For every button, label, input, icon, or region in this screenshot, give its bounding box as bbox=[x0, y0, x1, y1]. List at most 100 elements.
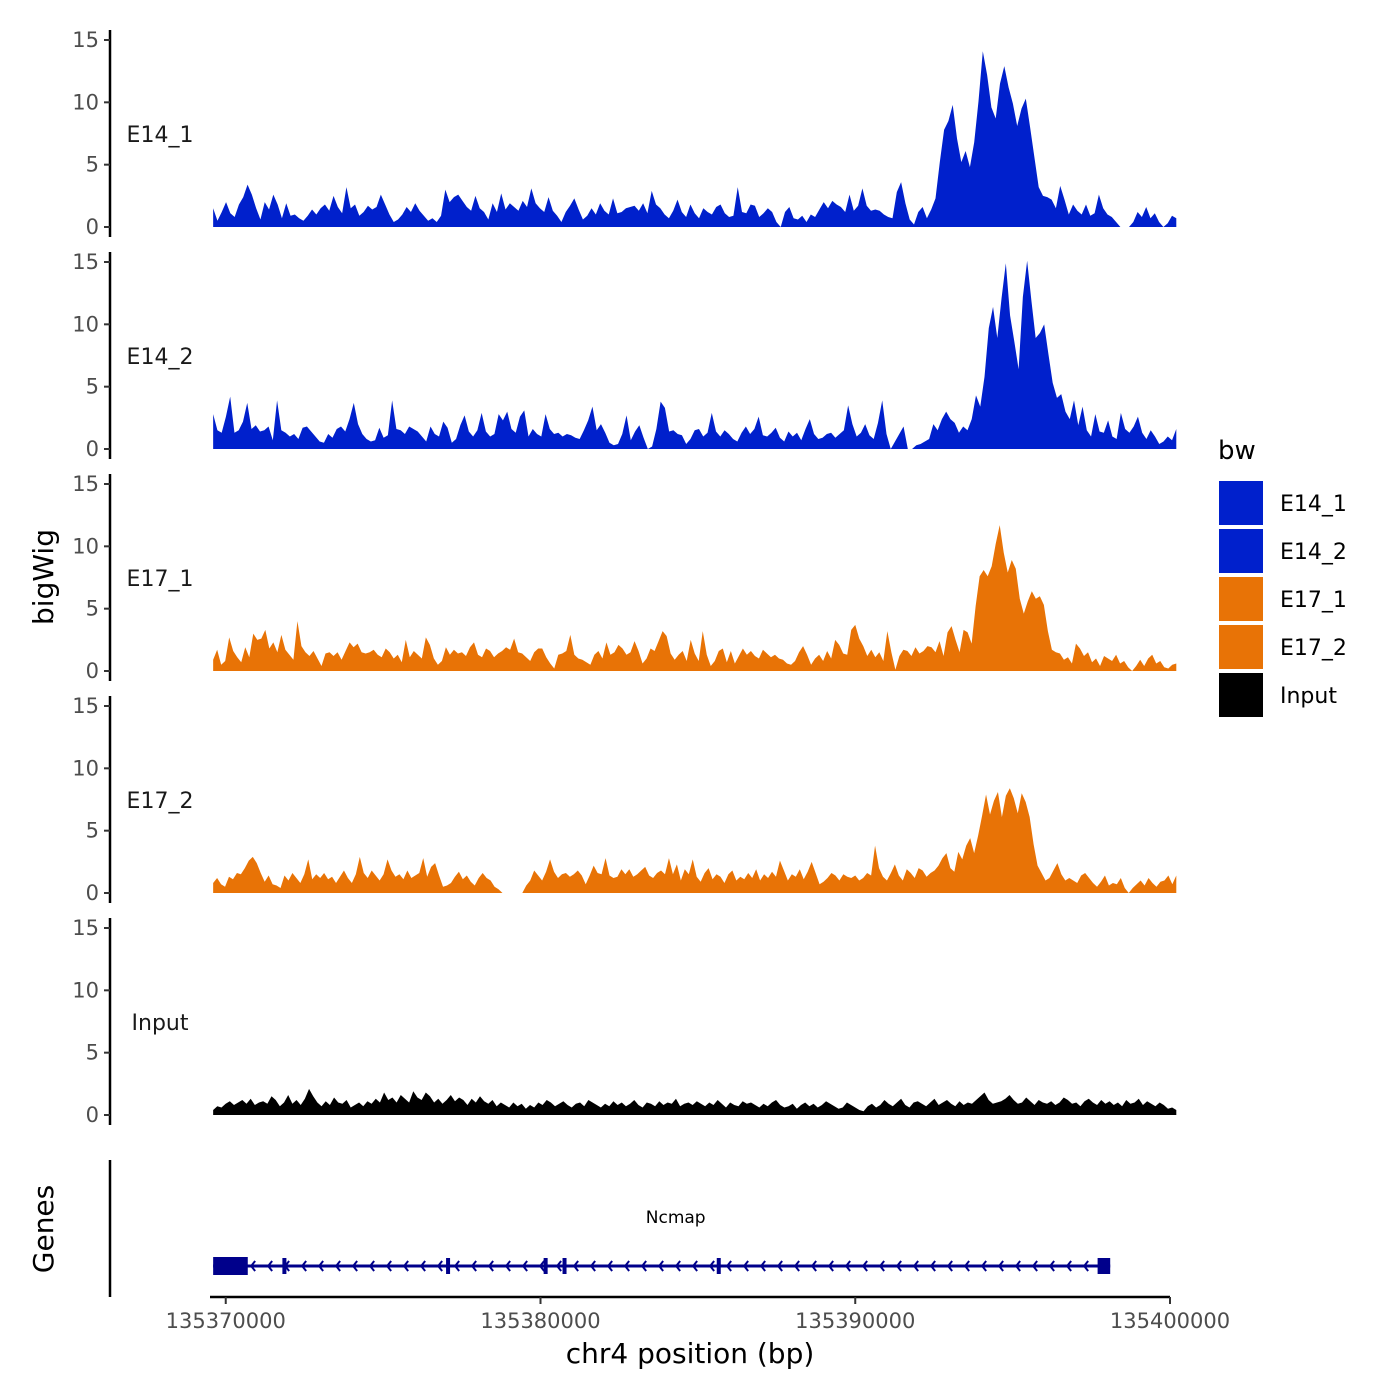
strand-arrow bbox=[504, 1260, 511, 1272]
legend-key bbox=[1217, 671, 1265, 719]
exon-block bbox=[213, 1257, 248, 1275]
legend-key bbox=[1217, 479, 1265, 527]
strand-arrow bbox=[555, 1260, 562, 1272]
strand-arrow bbox=[776, 1260, 783, 1272]
strand-arrow bbox=[810, 1260, 817, 1272]
strand-arrow bbox=[266, 1260, 273, 1272]
gene-name-label: Ncmap bbox=[646, 1208, 706, 1228]
transcript-Ncmap: Ncmap bbox=[213, 1208, 1111, 1275]
y-tick-label: 10 bbox=[72, 312, 99, 336]
strand-arrow bbox=[691, 1260, 698, 1272]
y-tick-label: 0 bbox=[86, 437, 99, 461]
strand-arrow bbox=[402, 1260, 409, 1272]
gene-track: Ncmap bbox=[108, 1160, 1111, 1297]
strand-arrow bbox=[623, 1260, 630, 1272]
strand-arrow bbox=[487, 1260, 494, 1272]
y-tick-label: 15 bbox=[72, 472, 99, 496]
strand-arrow bbox=[878, 1260, 885, 1272]
strand-arrow bbox=[317, 1260, 324, 1272]
strand-arrow bbox=[419, 1260, 426, 1272]
strand-arrow bbox=[725, 1260, 732, 1272]
legend-label: E17_2 bbox=[1280, 636, 1347, 661]
x-tick-label: 135380000 bbox=[480, 1309, 600, 1333]
track-label: Input bbox=[132, 1011, 189, 1036]
y-tick-label: 10 bbox=[72, 756, 99, 780]
strand-arrow bbox=[640, 1260, 647, 1272]
x-tick-label: 135370000 bbox=[166, 1309, 286, 1333]
track-E14_2: 0 5 10 15 E14_2 bbox=[72, 250, 1177, 461]
y-tick-label: 15 bbox=[72, 28, 99, 52]
track-label: E17_2 bbox=[127, 789, 194, 814]
strand-arrow bbox=[963, 1260, 970, 1272]
coverage-tracks: 0 5 10 15 E14_1 0 5 10 15 E14_2 0 5 10 15 E17_1 0 5 10 15 E… bbox=[72, 28, 1177, 1127]
strand-arrow bbox=[334, 1260, 341, 1272]
strand-arrow bbox=[572, 1260, 579, 1272]
x-axis-title: chr4 position (bp) bbox=[566, 1337, 815, 1370]
y-tick-label: 15 bbox=[72, 694, 99, 718]
strand-arrow bbox=[351, 1260, 358, 1272]
x-tick-label: 135400000 bbox=[1110, 1309, 1230, 1333]
strand-arrow bbox=[1065, 1260, 1072, 1272]
strand-arrow bbox=[861, 1260, 868, 1272]
y-tick-label: 0 bbox=[86, 659, 99, 683]
track-E17_2: 0 5 10 15 E17_2 bbox=[72, 694, 1177, 905]
strand-arrow bbox=[827, 1260, 834, 1272]
exon-block bbox=[562, 1258, 567, 1274]
strand-arrow bbox=[1014, 1260, 1021, 1272]
y-tick-label: 15 bbox=[72, 250, 99, 274]
exon-block bbox=[1097, 1258, 1111, 1274]
x-axis: 135370000 135380000 135390000 135400000 bbox=[166, 1295, 1230, 1333]
legend-label: E14_2 bbox=[1280, 540, 1347, 565]
strand-arrow bbox=[929, 1260, 936, 1272]
track-label: E14_1 bbox=[127, 123, 194, 148]
strand-arrow bbox=[300, 1260, 307, 1272]
strand-arrow bbox=[1082, 1260, 1089, 1272]
y-tick-label: 0 bbox=[86, 881, 99, 905]
strand-arrow bbox=[249, 1260, 256, 1272]
legend-key bbox=[1217, 527, 1265, 575]
exon-block bbox=[282, 1258, 287, 1274]
strand-arrow bbox=[589, 1260, 596, 1272]
legend-label: Input bbox=[1280, 684, 1337, 709]
strand-arrow bbox=[470, 1260, 477, 1272]
strand-arrow bbox=[436, 1260, 443, 1272]
strand-arrow bbox=[980, 1260, 987, 1272]
legend-key bbox=[1217, 623, 1265, 671]
y-tick-label: 0 bbox=[86, 1103, 99, 1127]
y-tick-label: 0 bbox=[86, 215, 99, 239]
coverage-area-E17_1 bbox=[213, 525, 1177, 671]
legend-title: bw bbox=[1218, 436, 1256, 466]
strand-arrow bbox=[912, 1260, 919, 1272]
strand-arrow bbox=[538, 1260, 545, 1272]
y-tick-label: 5 bbox=[86, 819, 99, 843]
strand-arrow bbox=[368, 1260, 375, 1272]
coverage-area-E14_1 bbox=[213, 51, 1177, 227]
y-tick-label: 10 bbox=[72, 90, 99, 114]
strand-arrow bbox=[521, 1260, 528, 1272]
coverage-area-E14_2 bbox=[213, 260, 1177, 449]
y-tick-label: 5 bbox=[86, 597, 99, 621]
legend-label: E14_1 bbox=[1280, 492, 1347, 517]
exon-block bbox=[543, 1258, 548, 1274]
x-tick-label: 135390000 bbox=[795, 1309, 915, 1333]
track-E14_1: 0 5 10 15 E14_1 bbox=[72, 28, 1177, 239]
strand-arrow bbox=[759, 1260, 766, 1272]
y-tick-label: 5 bbox=[86, 1041, 99, 1065]
y-axis-title: bigWig bbox=[27, 529, 60, 625]
strand-arrow bbox=[606, 1260, 613, 1272]
legend-label: E17_1 bbox=[1280, 588, 1347, 613]
strand-arrow bbox=[657, 1260, 664, 1272]
strand-arrow bbox=[793, 1260, 800, 1272]
strand-arrow bbox=[385, 1260, 392, 1272]
strand-arrow bbox=[742, 1260, 749, 1272]
exon-block bbox=[716, 1258, 721, 1274]
y-tick-label: 5 bbox=[86, 375, 99, 399]
genes-axis-title: Genes bbox=[27, 1185, 60, 1273]
exon-block bbox=[446, 1258, 451, 1274]
strand-arrow bbox=[997, 1260, 1004, 1272]
y-tick-label: 10 bbox=[72, 534, 99, 558]
coverage-area-Input bbox=[213, 1088, 1177, 1115]
strand-arrow bbox=[895, 1260, 902, 1272]
y-tick-label: 5 bbox=[86, 153, 99, 177]
